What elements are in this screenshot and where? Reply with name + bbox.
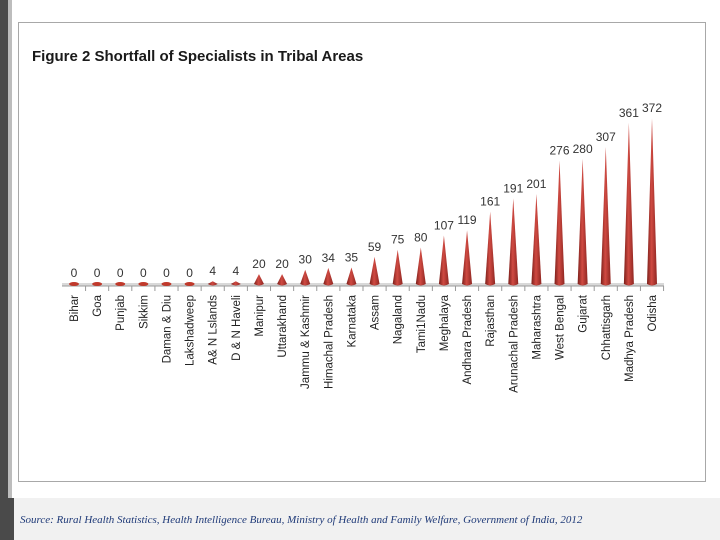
source-strip	[0, 498, 720, 540]
bar-goa	[92, 282, 103, 286]
category-label: Gujarat	[578, 294, 590, 333]
data-label: 4	[209, 264, 216, 278]
bar-arunachal-pradesh	[508, 198, 519, 286]
data-label: 30	[299, 253, 313, 267]
data-label: 0	[140, 266, 147, 280]
category-label: Goa	[92, 294, 104, 316]
source-corner	[0, 498, 14, 540]
bar-rajasthan	[485, 211, 496, 286]
data-label: 0	[117, 266, 124, 280]
category-label: Bihar	[69, 295, 81, 322]
bar-nagaland	[392, 249, 403, 286]
bar-bihar	[69, 282, 79, 286]
bar-punjab	[115, 282, 126, 286]
bar-uttarakhand	[277, 274, 288, 286]
category-label: Jammu & Kashmir	[300, 295, 312, 389]
data-label: 75	[391, 233, 405, 247]
data-label: 20	[252, 257, 266, 271]
data-label: 20	[275, 257, 289, 271]
data-label: 0	[71, 266, 78, 280]
data-label: 35	[345, 250, 359, 264]
bar-jammu-kashmir	[300, 269, 311, 286]
data-label: 119	[457, 213, 476, 227]
data-label: 0	[186, 266, 193, 280]
category-label: Uttarakhand	[277, 295, 289, 358]
slide-left-edge-highlight	[8, 0, 12, 540]
bar-daman-diu	[161, 282, 172, 286]
data-label: 201	[526, 177, 546, 191]
data-label: 280	[573, 142, 593, 156]
category-label: Odisha	[647, 294, 659, 331]
data-label: 276	[550, 144, 570, 158]
bar-tami1nadu	[415, 247, 426, 286]
source-caption: Source: Rural Health Statistics, Health …	[20, 514, 583, 526]
bar-assam	[369, 256, 380, 286]
data-label: 191	[503, 181, 523, 195]
category-label: Sikkim	[138, 295, 150, 329]
bar-west-bengal	[554, 160, 565, 286]
category-label: Manipur	[254, 295, 266, 337]
bar-meghalaya	[438, 235, 449, 286]
category-label: Tami1Nadu	[416, 295, 428, 353]
category-label: Punjab	[115, 295, 127, 331]
category-label: West Bengal	[555, 295, 567, 360]
bar-himachal-pradesh	[323, 267, 334, 286]
category-label: Lakshadweep	[185, 295, 197, 366]
data-label: 80	[414, 231, 428, 245]
bar-madhya-pradesh	[623, 122, 634, 286]
chart-title: Figure 2 Shortfall of Specialists in Tri…	[32, 48, 364, 65]
slide-left-edge	[0, 0, 8, 540]
category-label: Rajasthan	[485, 295, 497, 347]
bar-gujarat	[577, 158, 588, 286]
category-label: D & N Haveli	[231, 295, 243, 361]
category-label: Chhattisgarh	[601, 295, 613, 360]
bar-lakshadweep	[184, 282, 195, 286]
bar-sikkim	[138, 282, 149, 286]
category-label: Madhya Pradesh	[624, 295, 636, 382]
category-label: Himachal Pradesh	[323, 295, 335, 389]
category-label: Karnataka	[346, 294, 358, 347]
category-label: Assam	[370, 295, 382, 330]
category-label: A& N Lslands	[208, 295, 220, 365]
bar-manipur	[253, 274, 264, 286]
bar-chhattisgarh	[600, 146, 611, 286]
figure-frame	[18, 22, 706, 482]
data-label: 34	[322, 251, 336, 265]
bar-a-n-lslands	[207, 281, 218, 286]
data-label: 0	[163, 266, 170, 280]
category-label: Nagaland	[393, 295, 405, 344]
category-label: Arunachal Pradesh	[508, 295, 520, 393]
category-label: Meghalaya	[439, 294, 451, 351]
data-label: 372	[642, 101, 662, 115]
bar-maharashtra	[531, 193, 542, 286]
bar-odisha	[647, 118, 657, 286]
data-label: 107	[434, 219, 454, 233]
data-label: 4	[232, 264, 239, 278]
data-label: 161	[480, 195, 500, 209]
bar-andhara-pradesh	[462, 230, 473, 286]
bar-d-n-haveli	[230, 281, 241, 286]
data-label: 361	[619, 106, 639, 120]
category-label: Maharashtra	[531, 294, 543, 359]
x-axis-floor	[62, 283, 664, 286]
data-label: 307	[596, 130, 616, 144]
category-label: Daman & Diu	[161, 295, 173, 363]
bar-chart: 0 Bihar 0 Goa 0 Punjab 0 Sikkim 0 Daman & Diu 0 Lak…	[62, 101, 665, 393]
category-label: Andhara Pradesh	[462, 295, 474, 385]
data-label: 59	[368, 240, 382, 254]
bar-karnataka	[346, 267, 357, 286]
data-label: 0	[94, 266, 101, 280]
